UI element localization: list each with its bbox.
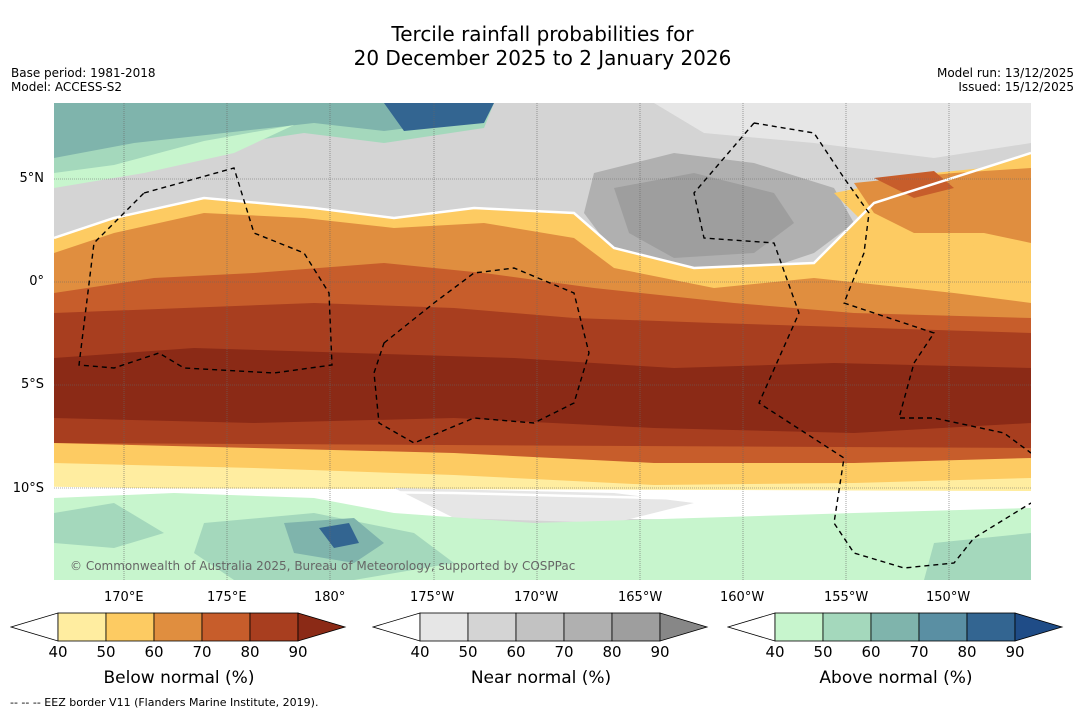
lon-label-160w: 160°W — [720, 590, 765, 605]
colorbar-tick-label: 80 — [240, 643, 260, 661]
colorbar-tick-label: 90 — [1005, 643, 1025, 661]
model-name: Model: ACCESS-S2 — [11, 80, 123, 94]
light-green-north — [54, 125, 294, 188]
copyright-notice: © Commonwealth of Australia 2025, Bureau… — [70, 559, 576, 573]
colorbar-segment — [822, 612, 872, 642]
title-line-1: Tercile rainfall probabilities for — [391, 22, 694, 46]
colorbar-below-normal — [10, 612, 347, 642]
colorbar-tick-label: 50 — [458, 643, 478, 661]
colorbar-tick-label: 70 — [554, 643, 574, 661]
lat-label-5s: 5°S — [20, 377, 44, 392]
below-normal-90-band — [54, 348, 1031, 433]
colorbar-extend-high — [297, 612, 347, 642]
lat-label-5n: 5°N — [19, 171, 45, 186]
lon-label-170e: 170°E — [104, 590, 144, 605]
lon-label-150w: 150°W — [926, 590, 971, 605]
below-normal-deep-right — [874, 171, 954, 198]
colorbar-extend-high — [1014, 612, 1064, 642]
above-normal-north-deep — [384, 103, 494, 131]
eez-border-line-west — [693, 122, 1031, 569]
issued-date: Issued: 15/12/2025 — [958, 80, 1074, 94]
colorbar-segment — [153, 612, 203, 642]
lon-label-170w: 170°W — [514, 590, 559, 605]
colorbar-extend-low — [727, 612, 776, 642]
colorbar-tick-label: 40 — [410, 643, 430, 661]
eez-borders — [78, 122, 1031, 569]
eez-border-kiribati-gilbert — [78, 167, 333, 374]
colorbar-segment — [870, 612, 920, 642]
colorbar-title-below-normal: Below normal (%) — [103, 668, 255, 688]
lon-label-155w: 155°W — [824, 590, 869, 605]
colorbar-extend-low — [372, 612, 421, 642]
colorbar-tick-label: 60 — [144, 643, 164, 661]
contour-40-south — [54, 486, 1031, 503]
colorbar-segment — [563, 612, 613, 642]
eez-legend-note: -- -- -- EEZ border V11 (Flanders Marine… — [10, 696, 319, 709]
colorbar-tick-label: 50 — [813, 643, 833, 661]
lat-label-10s: 10°S — [12, 481, 44, 496]
title-line-2: 20 December 2025 to 2 January 2026 — [353, 46, 732, 70]
colorbar-tick-label: 70 — [192, 643, 212, 661]
near-normal-light-upper — [654, 103, 1031, 158]
colorbar-segment — [249, 612, 299, 642]
rainfall-map[interactable] — [54, 103, 1031, 580]
model-run: Model run: 13/12/2025 — [936, 66, 1074, 80]
colorbar-segment — [515, 612, 565, 642]
colorbar-tick-label: 50 — [96, 643, 116, 661]
colorbar-segment — [918, 612, 968, 642]
lon-label-165w: 165°W — [618, 590, 663, 605]
lon-label-175w: 175°W — [410, 590, 455, 605]
colorbar-segment — [57, 612, 107, 642]
colorbar-tick-label: 60 — [506, 643, 526, 661]
above-normal-south-darker — [319, 523, 359, 548]
lon-label-175e: 175°E — [207, 590, 247, 605]
above-normal-north-core — [54, 103, 484, 158]
graticule — [54, 103, 1031, 580]
colorbar-tick-label: 40 — [48, 643, 68, 661]
colorbar-segment — [105, 612, 155, 642]
colorbar-extend-high — [659, 612, 709, 642]
colorbar-tick-label: 60 — [861, 643, 881, 661]
colorbar-segment — [419, 612, 469, 642]
colorbar-segment — [201, 612, 251, 642]
eez-border-line-islands — [753, 122, 1031, 454]
colorbar-segment — [774, 612, 824, 642]
colorbar-tick-label: 90 — [650, 643, 670, 661]
colorbar-segment — [467, 612, 517, 642]
colorbar-segment — [611, 612, 661, 642]
colorbar-title-above-normal: Above normal (%) — [819, 668, 973, 688]
colorbar-tick-label: 80 — [957, 643, 977, 661]
colorbar-tick-label: 40 — [765, 643, 785, 661]
lon-label-180: 180° — [314, 590, 346, 605]
above-normal-south-left — [54, 503, 164, 548]
colorbar-near-normal — [372, 612, 709, 642]
near-normal-darker-centre — [614, 173, 794, 258]
colorbar-tick-label: 70 — [909, 643, 929, 661]
lat-label-0: 0° — [29, 274, 44, 289]
eez-border-phoenix — [373, 267, 590, 444]
colorbar-extend-low — [10, 612, 59, 642]
base-period: Base period: 1981-2018 — [11, 66, 156, 80]
colorbar-above-normal — [727, 612, 1064, 642]
colorbar-title-near-normal: Near normal (%) — [470, 668, 612, 688]
contour-40-north — [54, 151, 1031, 270]
above-normal-south-right — [924, 533, 1031, 580]
colorbar-segment — [966, 612, 1016, 642]
colorbar-tick-label: 90 — [288, 643, 308, 661]
colorbar-tick-label: 80 — [602, 643, 622, 661]
